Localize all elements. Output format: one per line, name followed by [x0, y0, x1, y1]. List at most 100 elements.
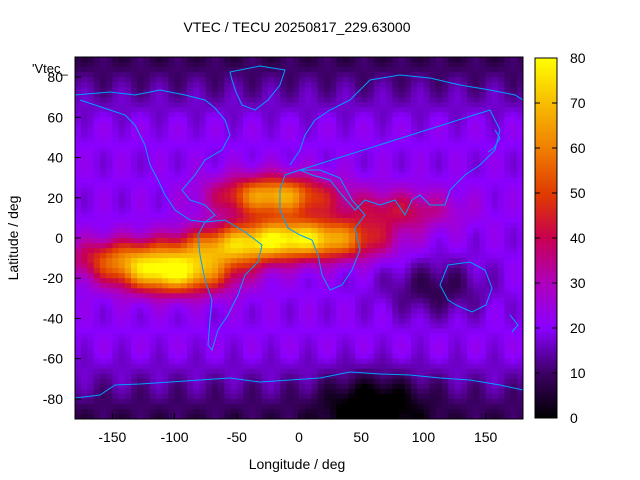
heatmap-cell — [404, 403, 412, 410]
heatmap-cell — [361, 413, 369, 419]
heatmap-cell — [323, 268, 331, 274]
heatmap-cell — [373, 238, 381, 244]
heatmap-cell — [180, 358, 188, 365]
heatmap-cell — [149, 303, 157, 309]
heatmap-cell — [218, 57, 225, 63]
heatmap-cell — [174, 268, 182, 274]
heatmap-cell — [485, 207, 493, 214]
heatmap-cell — [299, 258, 306, 264]
heatmap-cell — [373, 232, 381, 239]
heatmap-cell — [249, 328, 257, 335]
heatmap-cell — [255, 182, 263, 189]
heatmap-cell — [280, 368, 288, 375]
heatmap-cell — [131, 308, 138, 315]
heatmap-cell — [174, 182, 182, 189]
heatmap-cell — [93, 117, 101, 123]
heatmap-cell — [417, 147, 425, 154]
heatmap-cell — [106, 393, 113, 400]
heatmap-cell — [187, 328, 194, 335]
heatmap-cell — [417, 333, 425, 340]
heatmap-cell — [243, 177, 250, 184]
heatmap-cell — [180, 72, 188, 78]
heatmap-cell — [373, 268, 381, 274]
heatmap-cell — [99, 263, 107, 269]
heatmap-cell — [230, 393, 238, 400]
heatmap-cell — [398, 157, 406, 164]
heatmap-cell — [155, 413, 163, 419]
heatmap-cell — [112, 117, 120, 123]
heatmap-cell — [280, 82, 288, 88]
heatmap-cell — [504, 172, 512, 179]
heatmap-cell — [118, 122, 126, 128]
heatmap-cell — [81, 378, 89, 385]
heatmap-cell — [218, 408, 225, 415]
heatmap-cell — [131, 373, 138, 380]
heatmap-cell — [112, 152, 120, 159]
heatmap-cell — [361, 318, 369, 325]
heatmap-cell — [392, 132, 400, 139]
heatmap-cell — [323, 243, 331, 249]
heatmap-cell — [106, 57, 113, 63]
heatmap-cell — [411, 403, 418, 410]
heatmap-cell — [479, 157, 487, 164]
heatmap-cell — [87, 403, 95, 410]
heatmap-cell — [149, 243, 157, 249]
heatmap-cell — [168, 222, 176, 229]
heatmap-cell — [230, 343, 238, 350]
heatmap-cell — [373, 298, 381, 304]
heatmap-cell — [504, 77, 512, 83]
heatmap-cell — [423, 222, 431, 229]
heatmap-cell — [330, 117, 337, 123]
heatmap-cell — [317, 132, 325, 139]
heatmap-cell — [361, 338, 369, 345]
heatmap-cell — [224, 328, 232, 335]
heatmap-cell — [131, 97, 138, 103]
heatmap-cell — [317, 97, 325, 103]
heatmap-cell — [75, 192, 82, 199]
heatmap-cell — [131, 117, 138, 123]
heatmap-cell — [348, 383, 356, 390]
heatmap-cell — [162, 147, 169, 154]
heatmap-cell — [143, 82, 151, 88]
heatmap-cell — [342, 192, 350, 199]
heatmap-cell — [162, 62, 169, 68]
heatmap-cell — [417, 127, 425, 134]
heatmap-cell — [93, 62, 101, 68]
heatmap-cell — [435, 102, 443, 108]
heatmap-cell — [435, 398, 443, 405]
heatmap-cell — [423, 122, 431, 128]
heatmap-cell — [199, 238, 207, 244]
heatmap-cell — [211, 92, 219, 98]
heatmap-cell — [373, 378, 381, 385]
heatmap-cell — [249, 137, 257, 144]
heatmap-cell — [342, 268, 350, 274]
heatmap-cell — [454, 338, 462, 345]
heatmap-cell — [386, 92, 393, 98]
heatmap-cell — [155, 288, 163, 294]
heatmap-cell — [317, 152, 325, 159]
heatmap-cell — [491, 243, 499, 249]
heatmap-cell — [473, 117, 481, 123]
heatmap-cell — [93, 212, 101, 219]
heatmap-cell — [230, 358, 238, 365]
heatmap-cell — [404, 72, 412, 78]
heatmap-cell — [218, 273, 225, 279]
heatmap-cell — [342, 263, 350, 269]
heatmap-cell — [379, 383, 387, 390]
heatmap-cell — [473, 258, 481, 264]
heatmap-cell — [81, 263, 89, 269]
heatmap-cell — [292, 403, 300, 410]
heatmap-cell — [267, 308, 275, 315]
heatmap-cell — [317, 92, 325, 98]
heatmap-cell — [261, 268, 269, 274]
heatmap-cell — [355, 62, 362, 68]
heatmap-cell — [423, 353, 431, 360]
heatmap-cell — [137, 212, 145, 219]
heatmap-cell — [411, 238, 418, 244]
heatmap-cell — [379, 197, 387, 204]
heatmap-cell — [361, 217, 369, 224]
heatmap-cell — [454, 212, 462, 219]
heatmap-cell — [93, 313, 101, 320]
heatmap-cell — [336, 273, 344, 279]
heatmap-cell — [330, 308, 337, 315]
